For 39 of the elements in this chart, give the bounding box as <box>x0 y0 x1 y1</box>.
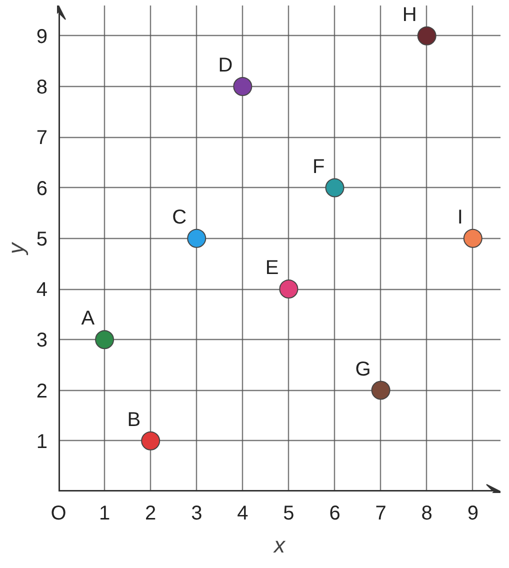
y-axis-title: y <box>3 241 28 256</box>
point <box>463 228 482 248</box>
point <box>417 26 436 46</box>
series-label: F <box>312 156 325 178</box>
y-tick-label: 2 <box>36 380 48 402</box>
y-tick-label: 5 <box>36 228 48 250</box>
point <box>233 77 252 96</box>
series-label: D <box>218 54 233 76</box>
y-tick-label: 3 <box>36 330 48 352</box>
series-label: A <box>81 308 96 330</box>
point <box>279 280 298 298</box>
point <box>141 431 160 450</box>
x-tick-label: 5 <box>283 502 294 524</box>
x-tick-label: 1 <box>98 502 110 524</box>
x-tick-label: 3 <box>191 502 202 524</box>
series-label: E <box>265 257 279 279</box>
x-tick-label: 6 <box>329 502 340 524</box>
x-tick-label: 9 <box>467 502 478 524</box>
point <box>187 228 206 248</box>
x-tick-label: 8 <box>421 502 432 524</box>
x-tick-label: 2 <box>145 502 156 524</box>
x-tick-label: 4 <box>237 502 248 524</box>
point <box>95 330 114 350</box>
series-label: B <box>127 408 141 431</box>
y-tick-label: 8 <box>36 76 48 98</box>
point <box>371 380 390 400</box>
series-label: H <box>402 4 417 26</box>
series-label: I <box>457 206 463 228</box>
x-tick-label: 7 <box>375 502 386 524</box>
y-tick-label: 1 <box>36 430 48 453</box>
y-tick-label: 6 <box>36 178 48 200</box>
y-tick-label: 9 <box>36 26 48 48</box>
point <box>325 178 344 198</box>
series-label: G <box>355 358 371 380</box>
y-tick-label: 4 <box>36 279 48 301</box>
x-tick-label: O <box>50 502 66 524</box>
y-tick-label: 7 <box>36 127 48 150</box>
x-axis-title: x <box>273 532 286 558</box>
series-label: C <box>172 206 187 228</box>
